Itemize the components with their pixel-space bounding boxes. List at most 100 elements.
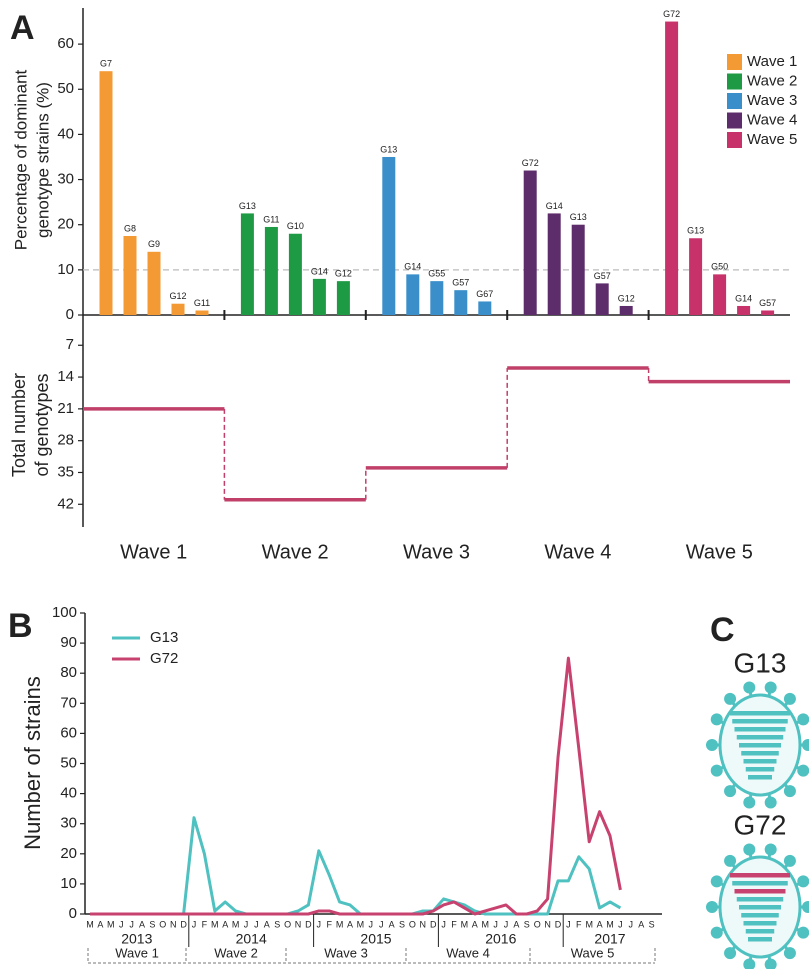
y-tick-label: 40 <box>57 125 74 142</box>
bar <box>147 251 161 315</box>
bar <box>571 224 585 315</box>
panel-letter: A <box>10 9 35 47</box>
spike-head <box>743 796 756 809</box>
segment <box>736 735 784 740</box>
y-axis-label: Percentage of dominant <box>11 69 30 250</box>
legend-label: Wave 1 <box>747 53 797 70</box>
bar-label: G13 <box>380 144 397 154</box>
bar <box>547 213 561 315</box>
bar-label: G67 <box>476 289 493 299</box>
bar-label: G14 <box>546 201 563 211</box>
segment <box>739 743 781 748</box>
bar-label: G13 <box>570 212 587 222</box>
bar <box>240 213 254 315</box>
spike-head <box>724 854 737 867</box>
x-tick-label: A <box>347 919 353 929</box>
spike-head <box>783 785 796 798</box>
spike-head <box>743 958 756 969</box>
segment <box>741 751 779 756</box>
segment <box>732 881 788 886</box>
segment <box>734 889 786 894</box>
series-line <box>90 816 622 916</box>
virus-label: G72 <box>734 809 787 840</box>
x-tick-label: O <box>284 919 291 929</box>
spike-head <box>743 681 756 694</box>
segment <box>743 921 777 926</box>
spike-head <box>802 739 809 751</box>
bar <box>195 310 209 315</box>
x-tick-label: F <box>576 919 582 929</box>
spike-head <box>743 843 756 856</box>
x-tick-label: N <box>420 919 427 929</box>
y-tick-label: 21 <box>57 400 74 417</box>
bar <box>99 71 113 316</box>
legend-swatch <box>727 73 742 90</box>
bar <box>713 274 727 315</box>
segment <box>745 929 775 934</box>
y-axis-label: Total number <box>9 373 29 477</box>
y-tick-label: 50 <box>60 754 77 771</box>
y-tick-label: 100 <box>52 604 77 621</box>
x-tick-label: S <box>149 919 155 929</box>
bar-label: G12 <box>169 291 186 301</box>
legend-label: Wave 2 <box>747 72 797 89</box>
spike-head <box>802 901 809 913</box>
legend-label: Wave 3 <box>747 92 797 109</box>
y-tick-label: 30 <box>60 815 77 832</box>
legend-label: G72 <box>150 650 178 667</box>
series-line <box>90 656 622 916</box>
x-tick-label: A <box>472 919 478 929</box>
segment <box>748 937 772 942</box>
bar <box>737 305 751 315</box>
x-tick-label: M <box>481 919 489 929</box>
bar-label: G57 <box>452 278 469 288</box>
x-tick-label: J <box>192 919 197 929</box>
y-tick-label: 0 <box>66 306 74 323</box>
bar-label: G12 <box>335 269 352 279</box>
x-tick-label: A <box>638 919 644 929</box>
x-tick-label: A <box>222 919 228 929</box>
x-tick-label: N <box>544 919 551 929</box>
x-tick-label: A <box>513 919 519 929</box>
spike-head <box>724 692 737 705</box>
x-tick-label: D <box>305 919 312 929</box>
bar-label: G13 <box>687 226 704 236</box>
bar-label: G57 <box>594 271 611 281</box>
bar-label: G11 <box>194 298 210 308</box>
bar-label: G10 <box>287 221 304 231</box>
x-tick-label: M <box>232 919 240 929</box>
x-tick-label: M <box>461 919 469 929</box>
y-tick-label: 20 <box>57 216 74 233</box>
x-tick-label: Wave 3 <box>403 541 470 563</box>
bar <box>171 303 185 315</box>
spike-head <box>724 947 737 960</box>
x-tick-label: M <box>606 919 614 929</box>
x-tick-label: F <box>202 919 208 929</box>
x-tick-label: A <box>97 919 103 929</box>
bar-label: G72 <box>522 158 539 168</box>
bar <box>523 170 537 315</box>
bar-label: G72 <box>663 9 680 19</box>
segment <box>732 719 788 724</box>
x-tick-label: F <box>451 919 457 929</box>
bar-label: G57 <box>759 298 776 308</box>
bar-label: G8 <box>124 223 136 233</box>
x-tick-label: J <box>441 919 446 929</box>
x-tick-label: J <box>317 919 322 929</box>
x-tick-label: J <box>629 919 634 929</box>
bar <box>264 226 278 315</box>
bar <box>689 238 703 315</box>
legend-swatch <box>727 112 742 129</box>
x-tick-label: J <box>119 919 124 929</box>
y-tick-label: 10 <box>57 261 74 278</box>
y-tick-label: 10 <box>60 875 77 892</box>
x-tick-label: D <box>555 919 562 929</box>
x-tick-label: J <box>129 919 134 929</box>
x-tick-label: A <box>389 919 395 929</box>
x-tick-label: S <box>399 919 405 929</box>
x-tick-label: J <box>244 919 249 929</box>
year-label: 2017 <box>594 931 625 947</box>
spike-head <box>797 713 809 726</box>
legend-swatch <box>727 54 742 70</box>
